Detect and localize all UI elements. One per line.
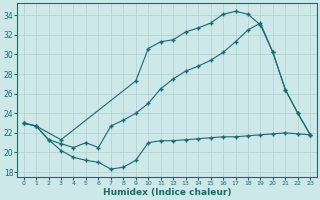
X-axis label: Humidex (Indice chaleur): Humidex (Indice chaleur) xyxy=(103,188,231,197)
